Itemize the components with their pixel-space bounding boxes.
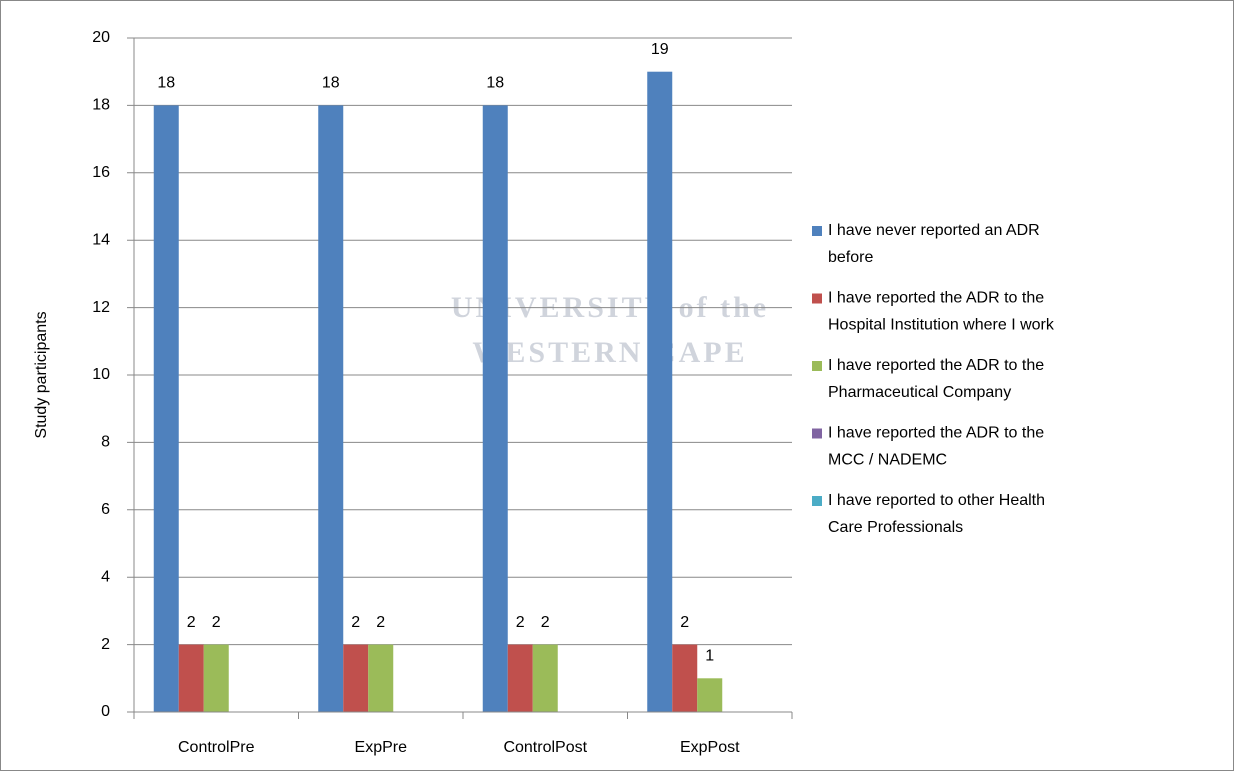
legend-swatch xyxy=(812,361,822,371)
data-label: 2 xyxy=(680,614,689,631)
bar xyxy=(697,678,723,712)
bar xyxy=(507,644,533,712)
legend-swatch xyxy=(812,496,822,506)
bar xyxy=(203,644,229,712)
bar xyxy=(672,644,698,712)
data-label: 2 xyxy=(541,614,550,631)
data-label: 2 xyxy=(351,614,360,631)
x-tick-label: ExpPost xyxy=(680,739,740,756)
legend-label: I have reported the ADR to the MCC / NADE… xyxy=(828,425,1044,469)
bar xyxy=(178,644,204,712)
data-label: 2 xyxy=(376,614,385,631)
bar xyxy=(318,105,344,712)
data-label: 18 xyxy=(157,75,175,92)
y-tick-label: 16 xyxy=(92,164,110,181)
bar xyxy=(368,644,394,712)
watermark: WESTERN CAPE xyxy=(472,336,747,369)
y-tick-label: 4 xyxy=(101,568,110,585)
legend-swatch xyxy=(812,293,822,304)
y-tick-label: 18 xyxy=(92,97,110,114)
bar xyxy=(532,644,558,712)
data-label: 2 xyxy=(187,614,196,631)
data-label: 18 xyxy=(486,75,504,92)
legend-label: I have reported the ADR to the Pharmaceut… xyxy=(828,357,1044,401)
x-tick-label: ControlPost xyxy=(503,739,587,756)
x-tick-label: ControlPre xyxy=(178,739,255,756)
data-label: 1 xyxy=(705,648,714,665)
y-tick-label: 14 xyxy=(92,231,110,248)
data-label: 18 xyxy=(322,75,340,92)
y-axis-label: Study participants xyxy=(33,311,50,438)
x-tick-label: ExpPre xyxy=(355,739,408,756)
y-tick-label: 12 xyxy=(92,299,110,316)
bar xyxy=(647,71,673,712)
legend-swatch xyxy=(812,428,822,439)
data-label: 2 xyxy=(516,614,525,631)
y-tick-label: 10 xyxy=(92,366,110,383)
y-tick-label: 2 xyxy=(101,636,110,653)
y-tick-label: 6 xyxy=(101,501,110,518)
data-label: 19 xyxy=(651,41,669,58)
data-label: 2 xyxy=(212,614,221,631)
legend-label: I have reported to other Health Care Prof… xyxy=(828,492,1045,536)
legend-swatch xyxy=(812,226,822,236)
bar xyxy=(343,644,369,712)
y-tick-label: 20 xyxy=(92,29,110,46)
legend-label: I have reported the ADR to the Hospital I… xyxy=(828,290,1055,334)
y-tick-label: 8 xyxy=(101,434,110,451)
y-tick-label: 0 xyxy=(101,703,110,720)
bar xyxy=(482,105,508,712)
bar xyxy=(153,105,179,712)
legend-label: I have never reported an ADR before xyxy=(828,222,1040,266)
